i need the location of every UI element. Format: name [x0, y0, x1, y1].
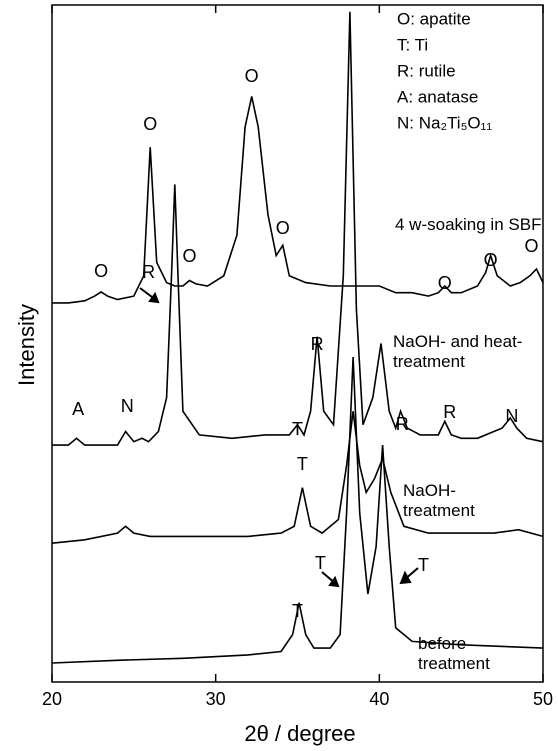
peak-label: T	[418, 555, 429, 575]
arrow-head	[328, 575, 340, 588]
arrow-head	[399, 570, 412, 585]
arrow-head	[148, 291, 160, 304]
x-tick-label: 20	[42, 689, 62, 709]
plot-frame	[51, 4, 544, 683]
legend-entry: O: apatite	[397, 9, 471, 28]
peak-label: T	[292, 601, 303, 621]
peak-label: O	[245, 66, 259, 86]
peak-label: R	[311, 334, 324, 354]
peak-label: O	[143, 114, 157, 134]
peak-label: R	[443, 402, 456, 422]
peak-label: N	[505, 406, 518, 426]
x-tick-label: 30	[206, 689, 226, 709]
series-label: before treatment	[418, 634, 490, 673]
legend-entry: N: Na₂Ti₅O₁₁	[397, 113, 492, 132]
series-label: NaOH- treatment	[403, 481, 475, 520]
x-axis-label: 2θ / degree	[244, 721, 355, 746]
arrows	[139, 287, 419, 588]
peak-label: N	[121, 396, 134, 416]
peak-label: O	[276, 218, 290, 238]
peak-label: T	[315, 553, 326, 573]
trace	[51, 356, 544, 664]
peak-label: O	[484, 250, 498, 270]
series-label: NaOH- and heat-treatment	[393, 332, 523, 371]
y-axis-label: Intensity	[14, 304, 39, 386]
legend-entry: A: anatase	[397, 87, 478, 106]
peak-label: O	[525, 236, 539, 256]
peak-label: O	[182, 246, 196, 266]
peak-label: T	[297, 454, 308, 474]
peak-label: T	[292, 419, 303, 439]
series-label: 4 w-soaking in SBF	[395, 215, 542, 234]
x-tick-label: 50	[533, 689, 553, 709]
trace	[52, 96, 544, 304]
x-tick-label: 40	[369, 689, 389, 709]
trace	[51, 411, 544, 544]
peak-label: R	[142, 262, 155, 282]
legend-entry: T: Ti	[397, 35, 428, 54]
peak-label: O	[94, 261, 108, 281]
peak-label: O	[438, 273, 452, 293]
trace	[52, 11, 544, 446]
peak-label: A	[72, 399, 84, 419]
legend-entry: R: rutile	[397, 61, 456, 80]
peak-label: R	[396, 414, 409, 434]
